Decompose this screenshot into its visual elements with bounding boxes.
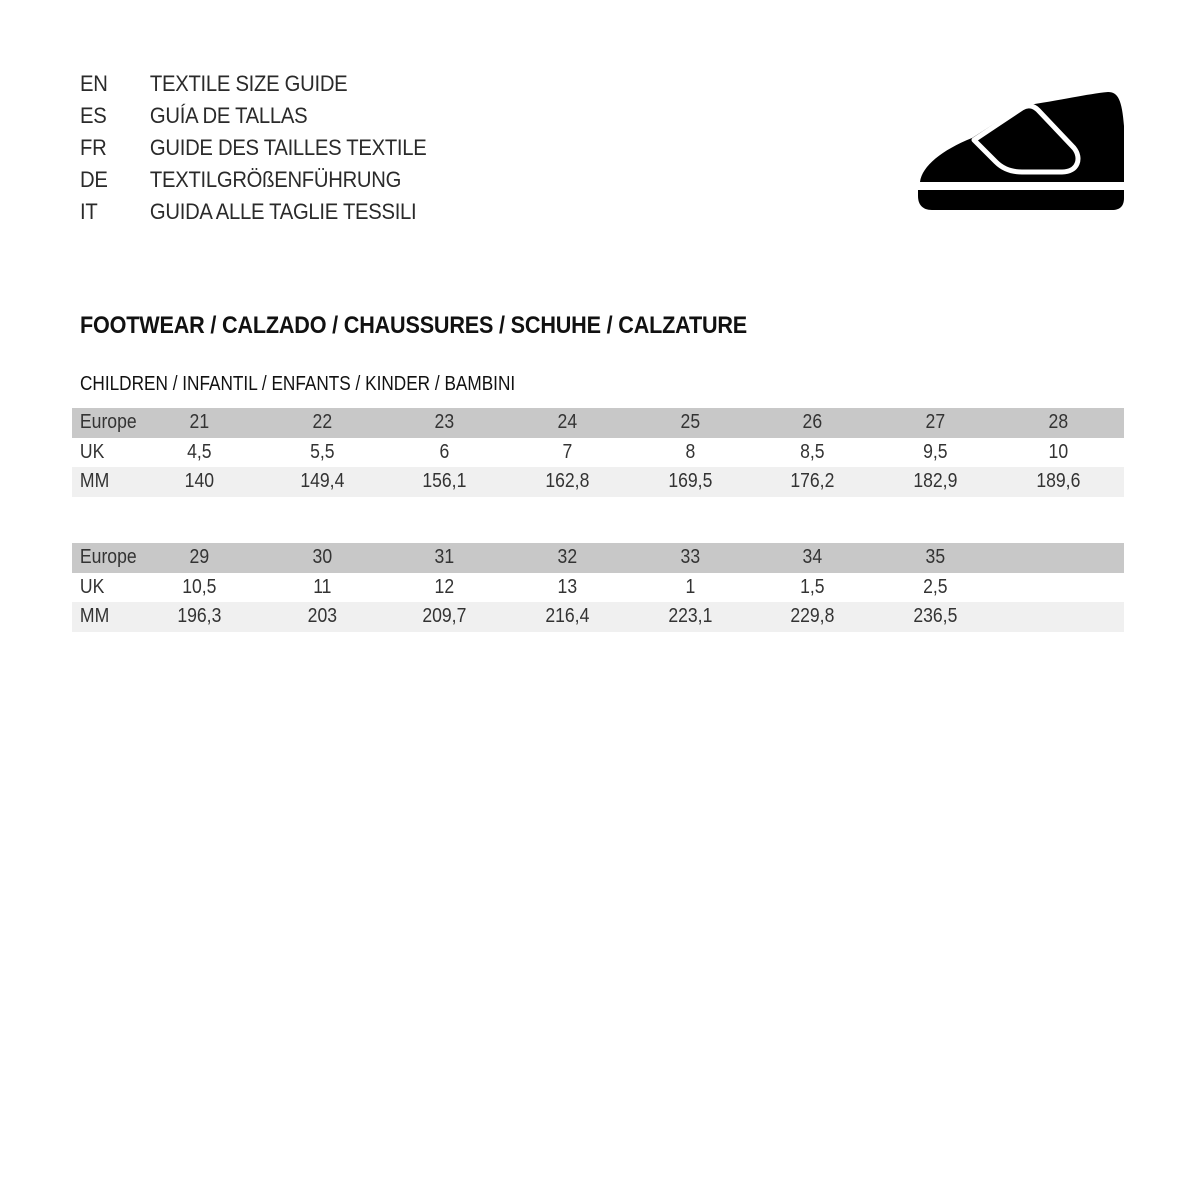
table-cell: 7 <box>562 440 573 463</box>
table-cell: 149,4 <box>300 470 345 492</box>
table-cell: 156,1 <box>422 470 467 492</box>
table-cell: 236,5 <box>913 605 958 627</box>
row-label: Europe <box>79 411 137 433</box>
table-cell: 1 <box>685 575 695 598</box>
lang-code: FR <box>80 135 107 160</box>
table-row-europe: Europe 21 22 23 24 25 26 27 28 <box>72 408 1124 438</box>
table-cell: 31 <box>434 546 455 568</box>
table-cell: 169,5 <box>668 470 713 492</box>
size-table-1: Europe 21 22 23 24 25 26 27 28 UK 4,5 5,5 6 7 8 8,5 9,5 1… <box>72 408 1124 497</box>
row-label: MM <box>79 470 110 492</box>
lang-code: EN <box>80 71 108 96</box>
lang-code: ES <box>80 103 107 128</box>
table-cell: 25 <box>680 411 700 433</box>
lang-row-fr: FR GUIDE DES TAILLES TEXTILE <box>80 132 427 164</box>
lang-code: DE <box>80 167 108 192</box>
table-cell: 11 <box>312 575 332 598</box>
table-cell: 229,8 <box>790 605 835 627</box>
table-cell: 24 <box>557 411 578 433</box>
lang-title: GUIDE DES TAILLES TEXTILE <box>149 135 427 160</box>
table-row-uk: UK 10,5 11 12 13 1 1,5 2,5 <box>72 573 1124 603</box>
table-cell: 196,3 <box>177 605 222 627</box>
table-row-mm: MM 196,3 203 209,7 216,4 223,1 229,8 236,5 <box>72 602 1124 632</box>
table-cell <box>1004 543 1112 573</box>
children-shoe-velcro-icon <box>918 92 1124 210</box>
table-cell: 29 <box>189 546 210 568</box>
size-table-2: Europe 29 30 31 32 33 34 35 UK 10,5 11 12 13 1 1,5 2,5 M… <box>72 543 1124 632</box>
lang-title: TEXTILE SIZE GUIDE <box>149 71 348 96</box>
table-cell: 27 <box>925 411 946 433</box>
table-cell: 6 <box>439 440 450 463</box>
table-cell: 189,6 <box>1036 470 1081 492</box>
table-cell: 216,4 <box>545 605 590 627</box>
table-cell: 4,5 <box>187 440 212 463</box>
table-cell: 223,1 <box>668 605 713 627</box>
table-cell: 10,5 <box>182 575 217 598</box>
table-row-europe: Europe 29 30 31 32 33 34 35 <box>72 543 1124 573</box>
lang-title: GUIDA ALLE TAGLIE TESSILI <box>149 199 417 224</box>
table-cell: 1,5 <box>800 575 826 598</box>
table-cell: 203 <box>307 605 337 627</box>
table-cell: 22 <box>312 411 332 433</box>
table-cell: 8 <box>685 440 695 463</box>
table-cell: 162,8 <box>545 470 590 492</box>
language-titles: EN TEXTILE SIZE GUIDE ES GUÍA DE TALLAS FR… <box>80 68 457 228</box>
table-cell: 26 <box>802 411 823 433</box>
table-cell: 28 <box>1048 411 1068 433</box>
table-cell: 182,9 <box>913 470 958 492</box>
table-cell: 10 <box>1048 440 1068 463</box>
table-cell: 34 <box>802 546 823 568</box>
table-cell: 35 <box>925 546 946 568</box>
lang-row-it: IT GUIDA ALLE TAGLIE TESSILI <box>80 196 426 228</box>
row-label: UK <box>79 440 105 463</box>
table-cell: 9,5 <box>923 440 948 463</box>
table-cell: 32 <box>557 546 578 568</box>
lang-code: IT <box>80 199 98 224</box>
lang-row-es: ES GUÍA DE TALLAS <box>80 100 426 132</box>
table-row-uk: UK 4,5 5,5 6 7 8 8,5 9,5 10 <box>72 438 1124 468</box>
table-cell: 21 <box>189 411 210 433</box>
lang-row-en: EN TEXTILE SIZE GUIDE <box>80 68 426 100</box>
section-heading: FOOTWEAR / CALZADO / CHAUSSURES / SCHUHE… <box>80 312 748 339</box>
table-cell <box>1004 573 1112 603</box>
section-subheading: CHILDREN / INFANTIL / ENFANTS / KINDER /… <box>80 373 516 395</box>
table-cell: 13 <box>557 575 578 598</box>
table-cell: 5,5 <box>309 440 335 463</box>
table-cell <box>1004 602 1112 632</box>
table-cell: 140 <box>184 470 215 492</box>
table-cell: 23 <box>434 411 455 433</box>
row-label: MM <box>79 605 110 627</box>
table-cell: 33 <box>680 546 700 568</box>
lang-title: TEXTILGRÖßENFÜHRUNG <box>149 167 402 192</box>
table-cell: 176,2 <box>790 470 835 492</box>
table-row-mm: MM 140 149,4 156,1 162,8 169,5 176,2 182,9 189,6 <box>72 467 1124 497</box>
row-label: Europe <box>79 546 137 568</box>
lang-title: GUÍA DE TALLAS <box>149 103 308 128</box>
table-cell: 209,7 <box>422 605 467 627</box>
table-cell: 12 <box>434 575 455 598</box>
row-label: UK <box>79 575 105 598</box>
lang-row-de: DE TEXTILGRÖßENFÜHRUNG <box>80 164 426 196</box>
table-cell: 30 <box>312 546 332 568</box>
table-cell: 2,5 <box>923 575 948 598</box>
table-cell: 8,5 <box>800 440 826 463</box>
